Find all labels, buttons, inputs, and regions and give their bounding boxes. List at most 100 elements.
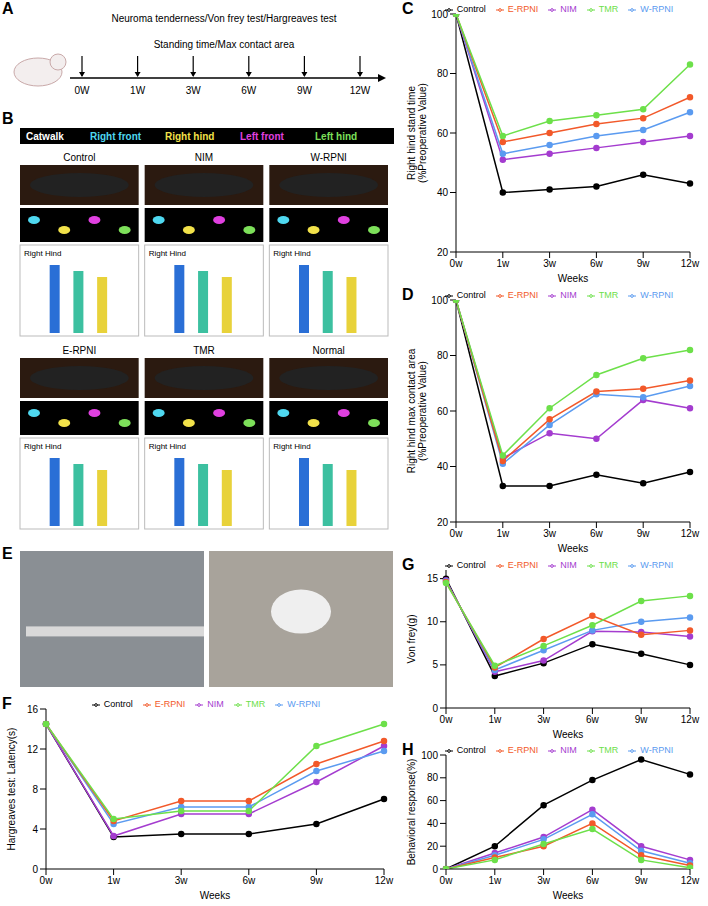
svg-text:Neuroma tenderness/Von frey te: Neuroma tenderness/Von frey test/Hargrea… (111, 13, 336, 24)
svg-text:100: 100 (431, 295, 448, 306)
svg-text:16: 16 (27, 704, 39, 715)
svg-text:0W: 0W (75, 85, 91, 96)
svg-text:3w: 3w (537, 714, 551, 725)
svg-text:6w: 6w (590, 258, 604, 269)
svg-text:3w: 3w (537, 875, 551, 886)
svg-text:Right hind stand time: Right hind stand time (406, 86, 417, 180)
svg-text:E-RPNI: E-RPNI (62, 345, 96, 356)
svg-text:6w: 6w (590, 528, 604, 539)
svg-text:20: 20 (427, 841, 439, 852)
svg-text:Left front: Left front (240, 131, 285, 142)
svg-text:1w: 1w (488, 875, 502, 886)
svg-text:3w: 3w (543, 528, 557, 539)
svg-text:12w: 12w (681, 875, 700, 886)
svg-text:Right Hind: Right Hind (149, 442, 186, 451)
svg-text:12w: 12w (375, 875, 394, 886)
svg-text:6W: 6W (241, 85, 257, 96)
svg-text:Von frey(g): Von frey(g) (406, 615, 417, 664)
svg-text:6w: 6w (586, 714, 600, 725)
svg-text:Weeks: Weeks (558, 273, 588, 284)
svg-text:40: 40 (437, 187, 449, 198)
svg-text:3w: 3w (543, 258, 557, 269)
svg-text:12w: 12w (681, 714, 700, 725)
svg-text:8: 8 (32, 784, 38, 795)
svg-text:1w: 1w (496, 258, 510, 269)
svg-text:Weeks: Weeks (558, 543, 588, 554)
svg-text:0: 0 (432, 864, 438, 875)
svg-text:40: 40 (427, 818, 439, 829)
svg-text:0w: 0w (440, 714, 454, 725)
svg-text:Right Hind: Right Hind (24, 442, 61, 451)
svg-text:80: 80 (437, 68, 449, 79)
svg-text:0w: 0w (40, 875, 54, 886)
html-text:H: H (402, 741, 414, 758)
svg-text:60: 60 (437, 406, 449, 417)
svg-text:Right hind: Right hind (165, 131, 214, 142)
svg-text:Right Hind: Right Hind (273, 442, 310, 451)
html-text:E: E (2, 545, 13, 562)
svg-text:20: 20 (437, 247, 449, 258)
svg-text:12w: 12w (681, 258, 700, 269)
svg-text:Catwalk: Catwalk (26, 131, 64, 142)
svg-text:1W: 1W (130, 85, 146, 96)
svg-text:Behavioral response(%): Behavioral response(%) (406, 759, 417, 866)
svg-text:Hargreaves test: Latency(s): Hargreaves test: Latency(s) (6, 728, 17, 851)
html-text:C: C (402, 0, 414, 17)
svg-text:20: 20 (437, 517, 449, 528)
svg-text:5: 5 (432, 659, 438, 670)
svg-text:100: 100 (431, 9, 448, 20)
svg-text:3W: 3W (186, 85, 202, 96)
svg-text:9w: 9w (637, 258, 651, 269)
svg-text:NIM: NIM (195, 152, 213, 163)
svg-text:Right hind max contact area: Right hind max contact area (406, 348, 417, 473)
svg-text:1w: 1w (488, 714, 502, 725)
svg-text:(%Preoperative Value): (%Preoperative Value) (417, 83, 428, 183)
html-text:D: D (402, 286, 414, 303)
svg-text:100: 100 (421, 750, 438, 761)
svg-text:40: 40 (437, 461, 449, 472)
svg-text:9W: 9W (297, 85, 313, 96)
svg-text:9w: 9w (635, 714, 649, 725)
svg-text:Weeks: Weeks (200, 890, 230, 901)
svg-text:Control: Control (63, 152, 95, 163)
svg-text:6w: 6w (242, 875, 256, 886)
html-text:G: G (402, 556, 415, 573)
svg-text:0w: 0w (450, 258, 464, 269)
svg-text:80: 80 (427, 772, 439, 783)
html-text:A: A (2, 0, 14, 17)
svg-text:60: 60 (427, 795, 439, 806)
svg-text:Right Hind: Right Hind (24, 249, 61, 258)
svg-text:Right Hind: Right Hind (273, 249, 310, 258)
html-text:Control: Control (103, 699, 133, 709)
svg-text:80: 80 (437, 350, 449, 361)
svg-text:TMR: TMR (193, 345, 215, 356)
svg-text:12W: 12W (350, 85, 371, 96)
svg-text:9w: 9w (637, 528, 651, 539)
svg-text:6w: 6w (586, 875, 600, 886)
svg-text:0: 0 (432, 703, 438, 714)
svg-text:Right Hind: Right Hind (149, 249, 186, 258)
html-text:B: B (2, 110, 14, 127)
svg-text:Weeks: Weeks (553, 890, 583, 901)
svg-text:Right front: Right front (90, 131, 142, 142)
svg-text:0: 0 (32, 864, 38, 875)
svg-text:(%Preoperative Value): (%Preoperative Value) (417, 361, 428, 461)
svg-text:0w: 0w (450, 528, 464, 539)
svg-text:0w: 0w (440, 875, 454, 886)
svg-text:Left hind: Left hind (315, 131, 357, 142)
svg-text:9w: 9w (635, 875, 649, 886)
svg-text:Standing time/Max contact area: Standing time/Max contact area (154, 39, 295, 50)
svg-text:W-RPNI: W-RPNI (310, 152, 346, 163)
svg-text:12: 12 (27, 744, 39, 755)
svg-text:Weeks: Weeks (553, 729, 583, 740)
svg-text:1w: 1w (107, 875, 121, 886)
svg-text:4: 4 (32, 824, 38, 835)
svg-text:Normal: Normal (313, 345, 345, 356)
svg-text:15: 15 (427, 573, 439, 584)
svg-text:12w: 12w (681, 528, 700, 539)
svg-text:10: 10 (427, 616, 439, 627)
svg-text:60: 60 (437, 128, 449, 139)
svg-text:9w: 9w (310, 875, 324, 886)
svg-text:3w: 3w (175, 875, 189, 886)
svg-text:1w: 1w (496, 528, 510, 539)
